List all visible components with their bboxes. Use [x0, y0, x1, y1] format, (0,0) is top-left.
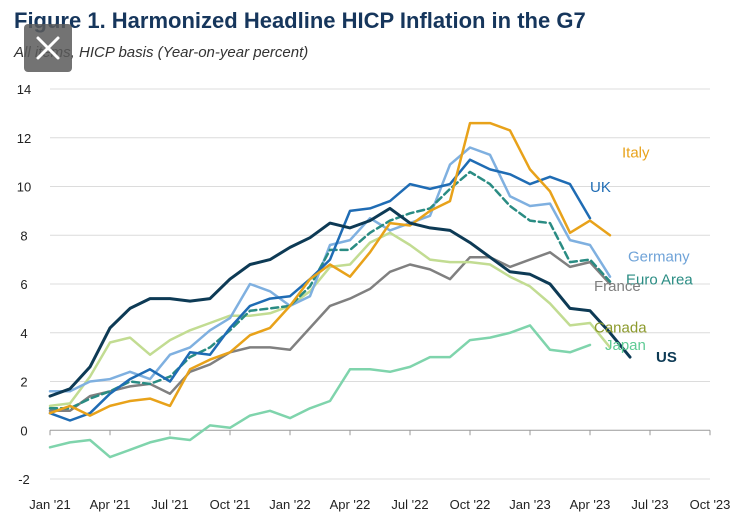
series-label-canada: Canada [594, 319, 647, 336]
y-tick-label: 4 [20, 326, 27, 341]
series-label-euro-area: Euro Area [626, 272, 693, 289]
y-tick-label: 2 [20, 375, 27, 390]
series-line-canada [48, 231, 612, 408]
series-label-uk: UK [590, 179, 611, 196]
close-button[interactable] [24, 24, 72, 72]
series-label-germany: Germany [628, 249, 690, 266]
grid [50, 88, 710, 480]
x-tick-label: Apr '22 [330, 497, 371, 512]
y-tick-label: 8 [20, 228, 27, 243]
x-tick-label: Jul '21 [151, 497, 188, 512]
y-tick-label: 12 [17, 131, 31, 146]
x-tick-label: Jul '22 [391, 497, 428, 512]
y-tick-label: 0 [20, 423, 27, 438]
x-tick-label: Oct '22 [450, 497, 491, 512]
x-axis: Jan '21 Apr '21 Jul '21 Oct '21 Jan '22 Apr '… [29, 430, 730, 512]
chart-title: Figure 1. Harmonized Headline HICP Infla… [14, 8, 586, 33]
x-tick-label: Jan '21 [29, 497, 71, 512]
y-axis: -2 0 2 4 6 8 10 12 14 [17, 82, 31, 487]
y-tick-label: 14 [17, 82, 31, 97]
x-tick-label: Jan '23 [509, 497, 551, 512]
series-line-japan [48, 324, 592, 459]
series-line-euro-area [48, 170, 612, 410]
x-tick-label: Jan '22 [269, 497, 311, 512]
series-label-italy: Italy [622, 144, 650, 161]
y-tick-label: 10 [17, 180, 31, 195]
x-tick-label: Apr '23 [570, 497, 611, 512]
series [48, 121, 632, 459]
x-tick-label: Oct '23 [690, 497, 731, 512]
series-line-uk [48, 158, 592, 422]
series-label-us: US [656, 349, 677, 366]
y-tick-label: -2 [18, 472, 30, 487]
series-line-italy [48, 121, 612, 417]
x-tick-label: Oct '21 [210, 497, 251, 512]
series-line-france [48, 251, 612, 413]
chart-subtitle: All items, HICP basis (Year-on-year perc… [14, 44, 309, 61]
x-tick-label: Apr '21 [90, 497, 131, 512]
series-label-france: France [594, 278, 641, 295]
close-icon [36, 36, 60, 60]
x-tick-label: Jul '23 [631, 497, 668, 512]
series-label-japan: Japan [605, 337, 646, 354]
series-line-us [48, 206, 632, 398]
y-tick-label: 6 [20, 277, 27, 292]
series-line-germany [48, 146, 612, 393]
series-labels: US UK Germany Euro Area Italy France CanadaJap… [590, 144, 693, 366]
